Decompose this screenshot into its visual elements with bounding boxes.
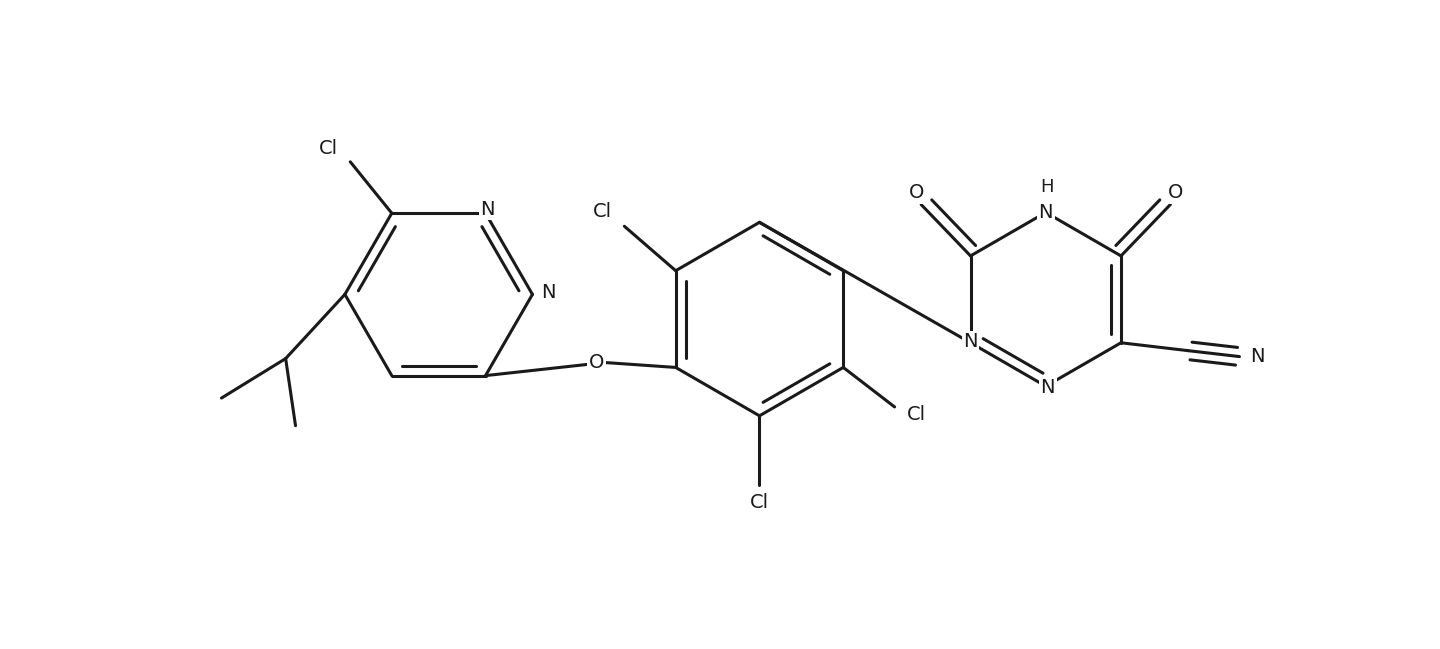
Text: O: O <box>1168 183 1184 202</box>
Text: N: N <box>1038 203 1053 222</box>
Text: N: N <box>1041 378 1056 397</box>
Text: Cl: Cl <box>750 493 769 512</box>
Text: H: H <box>1040 178 1054 196</box>
Text: N: N <box>481 200 495 219</box>
Text: Cl: Cl <box>320 138 338 158</box>
Text: N: N <box>541 283 556 302</box>
Text: O: O <box>589 353 605 372</box>
Text: N: N <box>1250 347 1264 366</box>
Text: N: N <box>963 332 978 351</box>
Text: Cl: Cl <box>593 202 612 221</box>
Text: O: O <box>909 183 924 202</box>
Text: Cl: Cl <box>907 406 926 424</box>
